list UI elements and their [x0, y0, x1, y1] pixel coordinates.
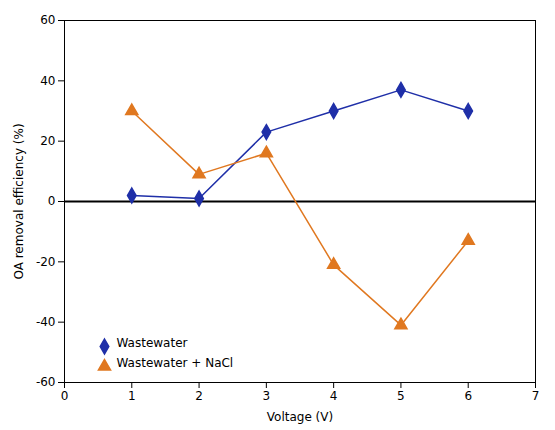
svg-text:60: 60	[40, 13, 55, 27]
svg-text:-60: -60	[36, 375, 56, 389]
svg-text:20: 20	[40, 134, 55, 148]
svg-text:0: 0	[61, 389, 69, 403]
svg-text:-20: -20	[36, 255, 56, 269]
svg-text:1: 1	[128, 389, 136, 403]
svg-text:3: 3	[263, 389, 271, 403]
svg-text:0: 0	[48, 194, 56, 208]
svg-text:2: 2	[195, 389, 203, 403]
svg-text:7: 7	[532, 389, 540, 403]
svg-text:40: 40	[40, 74, 55, 88]
svg-text:OA removal efficiency (%): OA removal efficiency (%)	[12, 123, 26, 279]
svg-text:4: 4	[330, 389, 338, 403]
svg-text:5: 5	[397, 389, 405, 403]
svg-text:Wastewater + NaCl: Wastewater + NaCl	[117, 356, 234, 370]
svg-text:-40: -40	[36, 315, 56, 329]
svg-text:6: 6	[464, 389, 472, 403]
svg-text:Wastewater: Wastewater	[117, 336, 188, 350]
svg-text:Voltage (V): Voltage (V)	[267, 410, 333, 424]
